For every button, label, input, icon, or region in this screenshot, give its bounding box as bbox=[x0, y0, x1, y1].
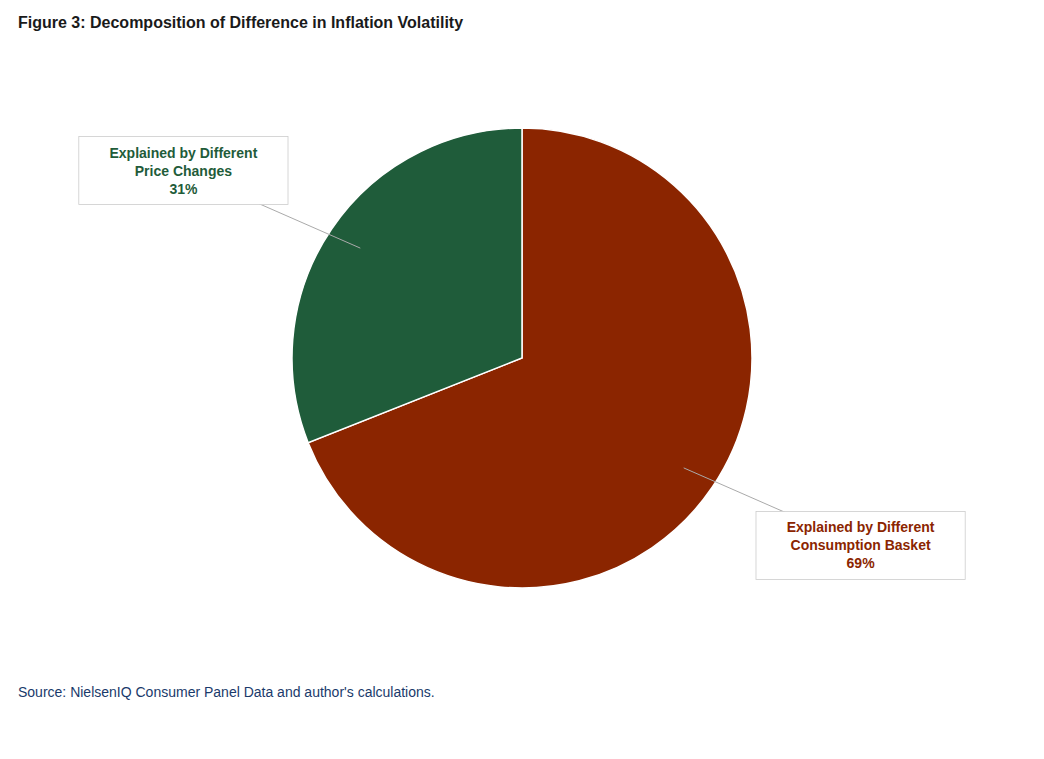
svg-text:Explained by DifferentPrice Ch: Explained by DifferentPrice Changes31% bbox=[110, 145, 258, 197]
html-text:Source: NielsenIQ Consumer Pan: Source: NielsenIQ Consumer Panel Data an… bbox=[18, 684, 435, 700]
html-text:Figure 3: Decomposition of Dif: Figure 3: Decomposition of Difference in… bbox=[18, 14, 464, 31]
svg-text:Explained by DifferentConsumpt: Explained by DifferentConsumption Basket… bbox=[787, 519, 935, 571]
